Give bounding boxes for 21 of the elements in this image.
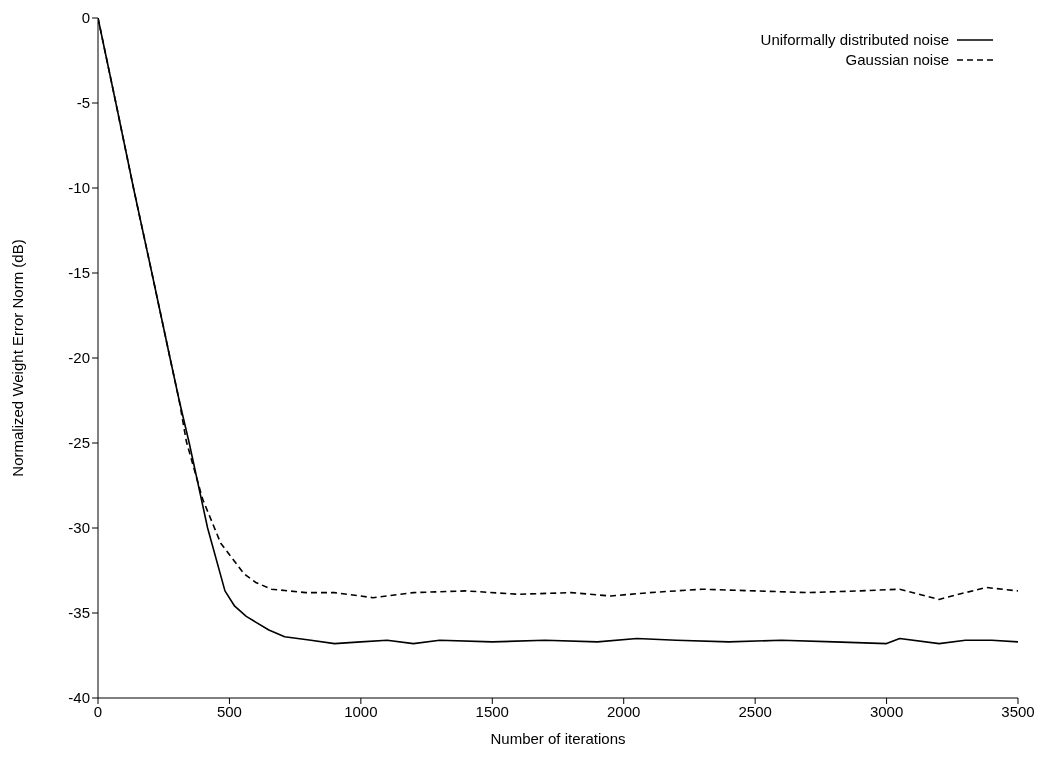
y-tick-label: -15 <box>68 264 90 282</box>
x-tick-label: 500 <box>216 702 242 720</box>
legend-label: Gaussian noise <box>845 50 949 70</box>
y-tick-label: -5 <box>76 94 90 112</box>
legend-label: Uniformally distributed noise <box>760 30 949 50</box>
x-tick-label: 2000 <box>607 702 641 720</box>
y-tick-label: -30 <box>68 519 90 537</box>
x-tick-label: 3000 <box>869 702 904 720</box>
x-tick-label: 0 <box>93 702 103 720</box>
x-tick-label: 2500 <box>738 702 772 720</box>
y-tick-label: -20 <box>68 349 90 367</box>
x-tick-label: 1500 <box>475 702 509 720</box>
y-axis-title: Normalized Weight Error Norm (dB) <box>9 239 27 477</box>
y-tick-label: -25 <box>68 434 90 452</box>
y-tick-label: -35 <box>68 604 90 622</box>
y-tick-label: -10 <box>68 179 90 197</box>
y-tick-label: -40 <box>68 689 90 707</box>
x-tick-label: 3500 <box>1001 702 1035 720</box>
y-tick-label: 0 <box>81 9 90 27</box>
x-tick-label: 1000 <box>344 702 378 720</box>
x-axis-title: Number of iterations <box>490 730 626 747</box>
